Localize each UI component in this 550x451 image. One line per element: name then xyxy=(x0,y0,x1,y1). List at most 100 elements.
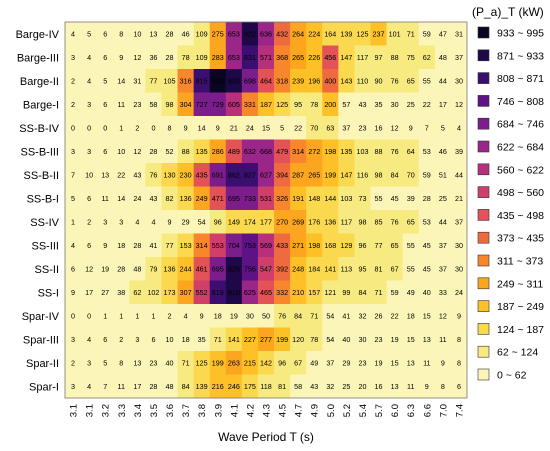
cell-value-label: 65 xyxy=(407,217,415,226)
heatmap-cell xyxy=(338,45,355,70)
cell-value-label: 103 xyxy=(340,194,352,203)
heatmap-cell xyxy=(418,92,436,117)
cell-value-label: 270 xyxy=(276,217,288,226)
cell-value-label: 25 xyxy=(407,100,415,109)
cell-value-label: 96 xyxy=(278,358,286,367)
column-label: 7.0 xyxy=(438,404,449,417)
cell-value-label: 8 xyxy=(457,358,461,367)
heatmap-cell xyxy=(402,280,420,305)
legend-swatch xyxy=(477,368,490,381)
column-label: 3.4 xyxy=(133,404,144,417)
heatmap-cell xyxy=(338,116,355,140)
heatmap-cell xyxy=(161,69,178,93)
heatmap-cell xyxy=(290,327,307,352)
row-labels: Barge-IV Barge-III Barge-II Barge-I SS-B-IV S… xyxy=(16,29,60,394)
heatmap-cell xyxy=(113,116,130,140)
heatmap-cell xyxy=(161,92,178,117)
heatmap-cell xyxy=(290,257,307,281)
heatmap-cell xyxy=(145,163,162,187)
cell-value-label: 64 xyxy=(407,147,415,156)
heatmap-cell xyxy=(386,186,403,211)
heatmap-cell xyxy=(65,233,82,258)
cell-value-label: 59 xyxy=(391,288,399,297)
column-label: 6.6 xyxy=(422,404,433,417)
heatmap-cell xyxy=(65,116,82,140)
heatmap-cell xyxy=(418,327,436,352)
heatmap-cell xyxy=(257,92,275,117)
cell-value-label: 103 xyxy=(356,147,368,156)
cell-value-label: 7 xyxy=(103,382,107,391)
heatmap-cell xyxy=(225,92,243,117)
heatmap-cell xyxy=(402,92,420,117)
cell-value-label: 368 xyxy=(276,53,288,62)
heatmap-cell xyxy=(450,45,468,70)
heatmap-cell xyxy=(257,304,275,328)
cell-value-label: 30 xyxy=(455,264,463,273)
legend-label: 373 ~ 435 xyxy=(497,233,544,245)
heatmap-cell xyxy=(145,280,162,305)
cell-value-label: 19 xyxy=(391,335,399,344)
heatmap-cell xyxy=(402,45,420,70)
cell-value-label: 88 xyxy=(391,53,399,62)
heatmap-cell xyxy=(177,69,194,93)
column-label: 5.7 xyxy=(374,404,385,417)
cell-value-label: 22 xyxy=(294,123,302,132)
cell-value-label: 547 xyxy=(260,264,272,273)
heatmap-cell xyxy=(354,116,371,140)
cell-value-label: 332 xyxy=(276,288,288,297)
legend-label: 311 ~ 373 xyxy=(497,256,543,268)
heatmap-cell xyxy=(290,351,307,375)
cell-value-label: 13 xyxy=(149,29,157,38)
row-label: Spar-I xyxy=(29,381,59,393)
heatmap-cell xyxy=(290,280,307,305)
heatmap-cell xyxy=(306,163,323,187)
column-label: 3.9 xyxy=(213,404,224,417)
cell-value-label: 16 xyxy=(375,382,383,391)
cell-value-label: 32 xyxy=(326,382,334,391)
heatmap-cell xyxy=(65,163,82,187)
cell-value-label: 24 xyxy=(133,194,141,203)
heatmap-cell xyxy=(386,233,403,258)
heatmap-cell xyxy=(225,45,243,70)
cell-value-label: 5 xyxy=(280,123,284,132)
heatmap-cell xyxy=(113,163,130,187)
cell-value-label: 0 xyxy=(71,123,75,132)
heatmap-cell xyxy=(209,351,227,375)
cell-value-label: 99 xyxy=(342,288,350,297)
heatmap-cell xyxy=(129,351,146,375)
heatmap-cell xyxy=(97,257,114,281)
heatmap-cell xyxy=(450,116,468,140)
heatmap-cell xyxy=(290,374,307,399)
heatmap-cell xyxy=(113,92,130,117)
cell-value-label: 11 xyxy=(439,335,446,344)
heatmap-cell xyxy=(354,139,371,164)
cell-value-label: 29 xyxy=(182,217,190,226)
legend-swatch xyxy=(477,186,490,198)
cell-value-label: 9 xyxy=(184,123,188,132)
cell-value-label: 435 xyxy=(196,170,208,179)
cell-value-label: 283 xyxy=(212,53,224,62)
heatmap-cell xyxy=(274,257,291,281)
cell-value-label: 76 xyxy=(278,311,286,320)
cell-value-label: 1 xyxy=(103,311,107,320)
heatmap-cell xyxy=(209,116,227,140)
legend-swatch xyxy=(477,300,490,312)
cell-value-label: 326 xyxy=(276,194,288,203)
heatmap-cell xyxy=(370,374,387,399)
row-label: SS-I xyxy=(38,287,59,299)
cell-value-label: 10 xyxy=(166,335,174,344)
heatmap-cell xyxy=(209,45,227,70)
cell-value-label: 31 xyxy=(133,76,141,85)
heatmap-cell xyxy=(257,139,275,164)
cell-value-label: 76 xyxy=(391,147,399,156)
heatmap-cell xyxy=(225,22,243,46)
cell-value-label: 2 xyxy=(119,335,123,344)
cell-value-label: 13 xyxy=(423,335,431,344)
cell-value-label: 304 xyxy=(180,100,192,109)
heatmap-cell xyxy=(81,257,98,281)
heatmap-cell xyxy=(193,69,211,93)
column-label: 5.0 xyxy=(326,404,337,417)
cell-value-label: 27 xyxy=(101,288,109,297)
heatmap-cell xyxy=(225,257,243,281)
